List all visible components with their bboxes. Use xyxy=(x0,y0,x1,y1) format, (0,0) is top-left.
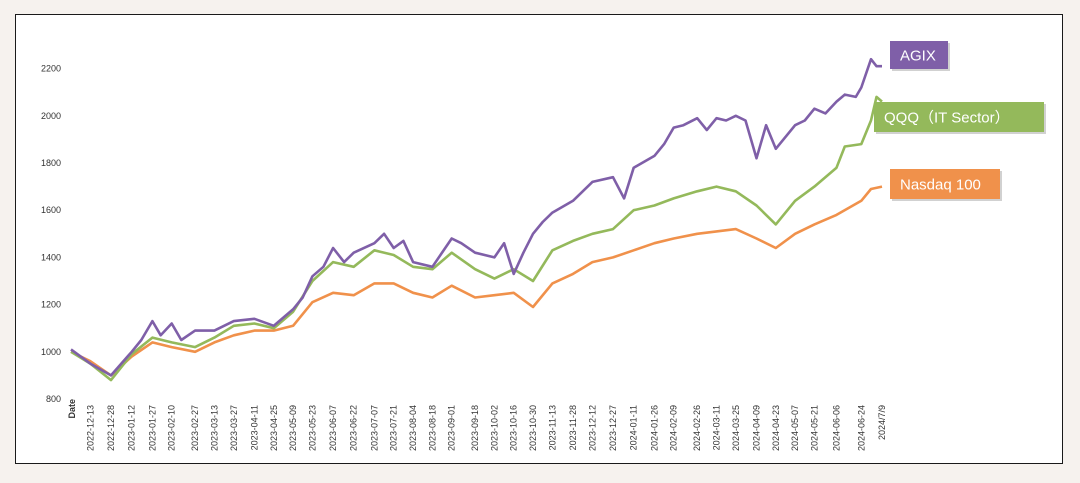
series-lines xyxy=(70,57,883,382)
legend-swatch xyxy=(890,41,948,69)
legend-label: AGIX xyxy=(900,48,936,65)
x-axis-ticks: 2022-12-13 2022-12-28 2023-01-12 2023-01-27… xyxy=(85,405,887,451)
y-axis-ticks: 800 1000 1200 1400 1600 1800 2000 2200 xyxy=(41,64,61,404)
x-tick-label: 2023-10-16 xyxy=(509,405,519,451)
x-tick-label: 2024-04-09 xyxy=(752,405,762,451)
x-tick-label: 2024/7/9 xyxy=(877,405,887,440)
x-tick-label: 2023-12-27 xyxy=(608,405,618,451)
legend-item: AGIX xyxy=(890,41,950,71)
x-axis-label: Date xyxy=(67,399,77,419)
x-tick-label: 2022-12-28 xyxy=(106,405,116,451)
x-tick-label: 2024-02-09 xyxy=(669,405,679,451)
y-tick-label: 1600 xyxy=(41,205,61,215)
x-tick-label: 2023-01-12 xyxy=(127,405,137,451)
x-tick-label: 2023-11-13 xyxy=(547,405,557,450)
x-tick-label: 2023-12-12 xyxy=(587,405,597,451)
x-tick-label: 2024-04-23 xyxy=(771,405,781,451)
x-tick-label: 2024-05-21 xyxy=(809,405,819,451)
series-line-agix xyxy=(70,57,882,377)
y-tick-label: 1800 xyxy=(41,158,61,168)
x-tick-label: 2024-03-25 xyxy=(731,405,741,451)
line-chart: 800 1000 1200 1400 1600 1800 2000 2200 2022-12-… xyxy=(41,41,1046,451)
legend-label: Nasdaq 100 xyxy=(900,177,981,194)
y-tick-label: 1400 xyxy=(41,252,61,262)
x-tick-label: 2023-06-22 xyxy=(349,405,359,451)
legend-swatch xyxy=(890,169,1000,199)
y-tick-label: 2200 xyxy=(41,64,61,74)
x-tick-label: 2023-05-23 xyxy=(307,405,317,451)
x-tick-label: 2024-06-06 xyxy=(832,405,842,451)
x-tick-label: 2023-01-27 xyxy=(147,405,157,451)
x-tick-label: 2022-12-13 xyxy=(85,405,95,451)
x-tick-label: 2023-09-18 xyxy=(470,405,480,451)
series-line-nasdaq-100 xyxy=(70,185,883,377)
x-tick-label: 2024-05-07 xyxy=(790,405,800,451)
legend-item: Nasdaq 100 xyxy=(890,169,1002,201)
x-tick-label: 2023-04-11 xyxy=(249,405,259,450)
legend-label: QQQ（IT Sector） xyxy=(884,110,1010,127)
x-tick-label: 2023-11-28 xyxy=(568,405,578,450)
x-tick-label: 2024-03-11 xyxy=(712,405,722,450)
legend: AGIX QQQ（IT Sector） Nasdaq 100 xyxy=(874,41,1046,201)
y-tick-label: 2000 xyxy=(41,111,61,121)
series-line-qqq-it-sector xyxy=(70,95,883,382)
x-tick-label: 2024-06-24 xyxy=(856,405,866,451)
x-tick-label: 2023-06-07 xyxy=(328,405,338,451)
y-tick-label: 1000 xyxy=(41,347,61,357)
x-tick-label: 2023-07-21 xyxy=(389,405,399,451)
x-tick-label: 2024-01-11 xyxy=(629,405,639,450)
x-tick-label: 2024-02-26 xyxy=(692,405,702,451)
x-tick-label: 2023-07-07 xyxy=(369,405,379,451)
legend-swatch xyxy=(874,102,1044,132)
x-tick-label: 2023-02-10 xyxy=(167,405,177,451)
legend-item: QQQ（IT Sector） xyxy=(874,102,1046,134)
y-tick-label: 800 xyxy=(46,394,61,404)
x-tick-label: 2023-05-09 xyxy=(288,405,298,451)
chart-frame: 800 1000 1200 1400 1600 1800 2000 2200 2022-12-… xyxy=(15,14,1063,464)
x-tick-label: 2023-08-04 xyxy=(408,405,418,451)
x-tick-label: 2023-03-27 xyxy=(229,405,239,451)
x-tick-label: 2023-08-18 xyxy=(427,405,437,451)
x-tick-label: 2023-02-27 xyxy=(190,405,200,451)
x-tick-label: 2023-03-13 xyxy=(209,405,219,451)
y-tick-label: 1200 xyxy=(41,300,61,310)
x-tick-label: 2023-10-02 xyxy=(489,405,499,451)
x-tick-label: 2023-10-30 xyxy=(528,405,538,451)
x-tick-label: 2023-04-25 xyxy=(269,405,279,451)
x-tick-label: 2024-01-26 xyxy=(649,405,659,451)
x-tick-label: 2023-09-01 xyxy=(447,405,457,451)
